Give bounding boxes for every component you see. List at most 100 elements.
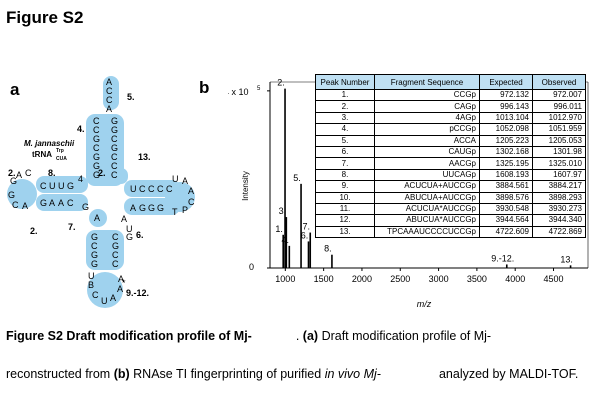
svg-text:G: G bbox=[139, 203, 146, 213]
peak-label: 2. bbox=[277, 78, 285, 88]
svg-text:A: A bbox=[16, 170, 22, 180]
trna-peak-2c: 2. bbox=[30, 226, 38, 236]
observed-mass: 1205.053 bbox=[532, 134, 586, 147]
svg-text:U: U bbox=[49, 181, 56, 191]
observed-mass: 1012.970 bbox=[532, 111, 586, 125]
trna-peak-2b: 2. bbox=[98, 168, 106, 178]
svg-text:T: T bbox=[172, 207, 178, 217]
peak-number: 3. bbox=[315, 111, 375, 125]
peak-label: 5. bbox=[293, 173, 301, 183]
caption-line2-mid: RNAse TI fingerprinting of purified bbox=[133, 367, 322, 381]
trna-peak-8: 8. bbox=[48, 168, 56, 178]
trna-peak-2a: 2. bbox=[8, 168, 16, 178]
table-row: 4. pCCGp 1052.098 1051.959 bbox=[315, 123, 586, 136]
peak-label: 3. bbox=[279, 206, 287, 216]
caption-line-1: Figure S2 Draft modification profile of … bbox=[6, 329, 492, 343]
y-exponent-label: 4 x 10 bbox=[228, 87, 249, 97]
observed-mass: 4722.869 bbox=[532, 225, 586, 239]
fragment-sequence: CAUGp bbox=[374, 145, 480, 159]
trna-peak-4: 4. bbox=[77, 124, 85, 134]
expected-mass: 4722.609 bbox=[479, 225, 533, 239]
peak-number: 4. bbox=[315, 123, 375, 136]
peak-number: 2. bbox=[315, 100, 375, 113]
svg-text:G: G bbox=[93, 170, 100, 180]
caption-panel-b-ref: (b) bbox=[113, 367, 130, 381]
observed-mass: 3884.217 bbox=[532, 180, 586, 193]
x-axis-label: m/z bbox=[417, 299, 432, 309]
svg-text:U: U bbox=[88, 271, 95, 281]
y-exponent-sup: 5 bbox=[257, 86, 261, 92]
expected-mass: 972.132 bbox=[479, 88, 533, 102]
header-expected: Expected bbox=[479, 74, 533, 90]
fragment-sequence: ACCA bbox=[374, 134, 480, 147]
peak-label: 4. bbox=[282, 235, 290, 245]
svg-text:G: G bbox=[67, 181, 74, 191]
table-row: 13. TPCAAAUCCCCUCCGp 4722.609 4722.869 bbox=[315, 225, 586, 239]
header-observed: Observed bbox=[532, 74, 586, 90]
caption-line2-start: reconstructed from bbox=[6, 367, 111, 381]
caption-panel-a-ref: (a) bbox=[302, 329, 319, 343]
svg-text:C: C bbox=[93, 143, 100, 153]
trna-sup: Trp bbox=[56, 148, 64, 154]
peak-number: 9. bbox=[315, 180, 375, 193]
svg-text:G: G bbox=[111, 143, 118, 153]
observed-mass: 1051.959 bbox=[532, 123, 586, 136]
svg-text:C: C bbox=[25, 168, 32, 178]
header-fragment-sequence: Fragment Sequence bbox=[374, 74, 480, 90]
y-zero-label: 0 bbox=[249, 262, 254, 272]
trna-peak-13: 13. bbox=[138, 152, 151, 162]
svg-text:G: G bbox=[93, 152, 100, 162]
caption-invivo: in vivo Mj- bbox=[324, 367, 381, 381]
svg-text:G: G bbox=[157, 203, 164, 213]
observed-mass: 3898.293 bbox=[532, 191, 586, 204]
svg-text:G: G bbox=[93, 134, 100, 144]
svg-text:C: C bbox=[188, 197, 195, 207]
table-row: 2. CAGp 996.143 996.011 bbox=[315, 100, 586, 113]
svg-text:C: C bbox=[111, 134, 118, 144]
expected-mass: 996.143 bbox=[479, 100, 533, 113]
observed-mass: 972.007 bbox=[532, 88, 586, 102]
svg-text:G: G bbox=[93, 161, 100, 171]
svg-text:C: C bbox=[157, 184, 164, 194]
svg-text:A: A bbox=[110, 293, 116, 303]
trna-peak-5: 5. bbox=[127, 92, 135, 102]
svg-text:C: C bbox=[67, 198, 74, 208]
svg-text:U: U bbox=[126, 224, 133, 234]
table-row: 8. UUCAGp 1608.193 1607.97 bbox=[315, 168, 586, 182]
table-row: 1. CCGp 972.132 972.007 bbox=[315, 88, 586, 102]
fragment-sequence: UUCAGp bbox=[374, 168, 480, 182]
fragment-table: Peak Number Fragment Sequence Expected O… bbox=[315, 74, 586, 239]
svg-text:G: G bbox=[111, 116, 118, 126]
x-tick-label: 4500 bbox=[544, 274, 564, 284]
table-row: 12. ABUCUA*AUCCGp 3944.564 3944.340 bbox=[315, 214, 586, 227]
svg-text:U: U bbox=[130, 184, 137, 194]
peak-number: 5. bbox=[315, 134, 375, 147]
svg-text:G: G bbox=[40, 198, 47, 208]
svg-text:A: A bbox=[49, 198, 55, 208]
observed-mass: 1301.98 bbox=[532, 145, 586, 159]
svg-text:C: C bbox=[93, 125, 100, 135]
svg-text:A: A bbox=[58, 198, 64, 208]
svg-text:G: G bbox=[112, 241, 119, 251]
peak-number: 6. bbox=[315, 145, 375, 159]
expected-mass: 3898.576 bbox=[479, 191, 533, 204]
x-tick-label: 1000 bbox=[275, 274, 295, 284]
peak-label: 7. bbox=[302, 222, 310, 232]
trna-name: tRNA bbox=[32, 150, 52, 159]
table-row: 9. ACUCUA+AUCCGp 3884.561 3884.217 bbox=[315, 180, 586, 193]
x-tick-label: 3000 bbox=[429, 274, 449, 284]
expected-mass: 1013.104 bbox=[479, 111, 533, 125]
svg-text:C: C bbox=[166, 184, 173, 194]
fragment-sequence: TPCAAAUCCCCUCCGp bbox=[374, 225, 480, 239]
svg-text:G: G bbox=[91, 232, 98, 242]
svg-text:A: A bbox=[188, 186, 194, 196]
mass-spectrum: 1000 1500 2000 2500 3000 3500 4000 4500 1.2.3.4… bbox=[228, 78, 589, 309]
svg-text:C: C bbox=[112, 259, 119, 269]
fragment-sequence: CAGp bbox=[374, 100, 480, 113]
svg-text:B: B bbox=[88, 280, 94, 290]
expected-mass: 1205.223 bbox=[479, 134, 533, 147]
svg-text:A: A bbox=[118, 274, 124, 284]
trna-peak-9-12: 9.-12. bbox=[126, 288, 149, 298]
peak-label: 1. bbox=[275, 224, 283, 234]
